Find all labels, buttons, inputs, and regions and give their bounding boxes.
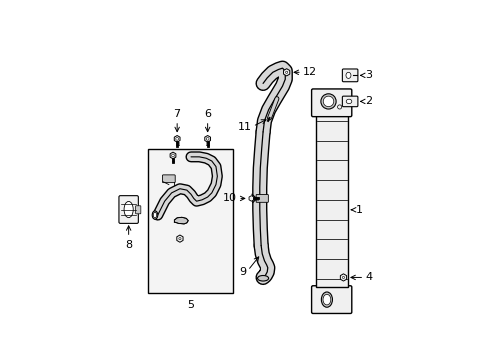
Text: 8: 8 <box>125 240 132 250</box>
Ellipse shape <box>153 212 156 218</box>
Ellipse shape <box>152 211 158 219</box>
Polygon shape <box>174 217 188 224</box>
Text: 3: 3 <box>365 70 371 80</box>
Text: 1: 1 <box>355 205 362 215</box>
Ellipse shape <box>346 99 351 104</box>
Text: 9: 9 <box>239 267 246 277</box>
Ellipse shape <box>285 71 287 73</box>
Ellipse shape <box>321 292 332 307</box>
FancyBboxPatch shape <box>119 196 138 223</box>
FancyBboxPatch shape <box>342 96 357 107</box>
FancyBboxPatch shape <box>342 69 357 82</box>
FancyBboxPatch shape <box>315 115 347 287</box>
Ellipse shape <box>206 138 208 140</box>
Text: 7: 7 <box>173 109 181 120</box>
Ellipse shape <box>323 294 330 305</box>
Text: 4: 4 <box>365 273 372 283</box>
Ellipse shape <box>320 94 335 109</box>
Ellipse shape <box>257 275 268 281</box>
Ellipse shape <box>179 238 181 240</box>
Ellipse shape <box>171 154 174 157</box>
Text: 11: 11 <box>237 122 251 132</box>
Ellipse shape <box>342 276 344 279</box>
Ellipse shape <box>323 96 333 107</box>
FancyBboxPatch shape <box>311 286 351 314</box>
Ellipse shape <box>337 105 341 109</box>
Ellipse shape <box>124 201 133 218</box>
FancyBboxPatch shape <box>256 194 268 202</box>
Text: 5: 5 <box>186 300 193 310</box>
Ellipse shape <box>346 72 350 78</box>
FancyBboxPatch shape <box>135 206 141 214</box>
Text: 10: 10 <box>223 193 236 203</box>
FancyBboxPatch shape <box>148 149 232 293</box>
Text: 6: 6 <box>203 109 211 120</box>
Ellipse shape <box>175 138 178 140</box>
FancyBboxPatch shape <box>311 89 351 117</box>
Text: 2: 2 <box>365 96 372 107</box>
Text: 12: 12 <box>303 67 317 77</box>
FancyBboxPatch shape <box>162 175 175 183</box>
